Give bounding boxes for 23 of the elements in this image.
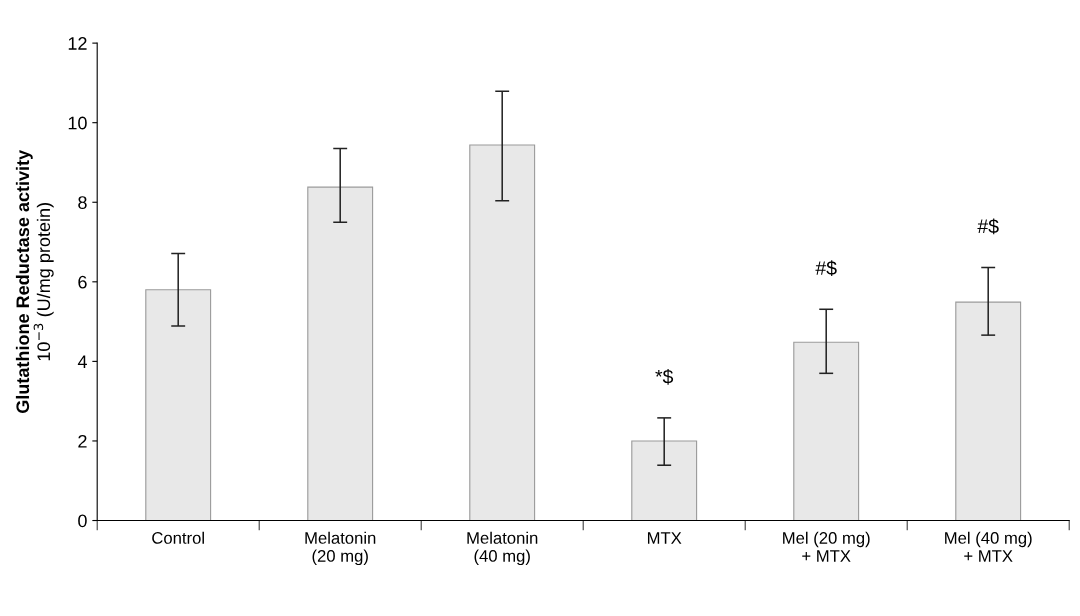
y-axis-title: Glutathione Reductase activity 10$^{−3}$ (U/mg protein) [15, 149, 54, 413]
x-tick-label: MTX [647, 532, 682, 544]
bar [307, 186, 374, 521]
y-tick-label: 2 [78, 434, 87, 448]
bar [955, 301, 1022, 521]
y-tick-label: 8 [78, 196, 87, 209]
x-tick-label: Mel (40 mg) + MTX [945, 531, 1032, 562]
annotation: #$ [977, 218, 999, 235]
annotation: *$ [655, 368, 674, 385]
bar [793, 341, 860, 521]
annotation: #$ [815, 260, 837, 277]
x-tick-label: Melatonin (20 mg) [305, 531, 376, 566]
x-tick-label: Control [152, 531, 204, 544]
bar [631, 440, 698, 521]
y-tick-label: 4 [77, 355, 87, 368]
y-tick-label: 6 [78, 275, 87, 289]
bar [469, 144, 536, 521]
y-tick-label: 0 [78, 514, 87, 528]
y-tick-label: 10 [68, 116, 87, 130]
x-tick-label: Melatonin (40 mg) [467, 531, 538, 566]
y-tick-label: 12 [68, 37, 87, 50]
bar [145, 289, 212, 521]
x-tick-label: Mel (20 mg) + MTX [783, 531, 870, 562]
